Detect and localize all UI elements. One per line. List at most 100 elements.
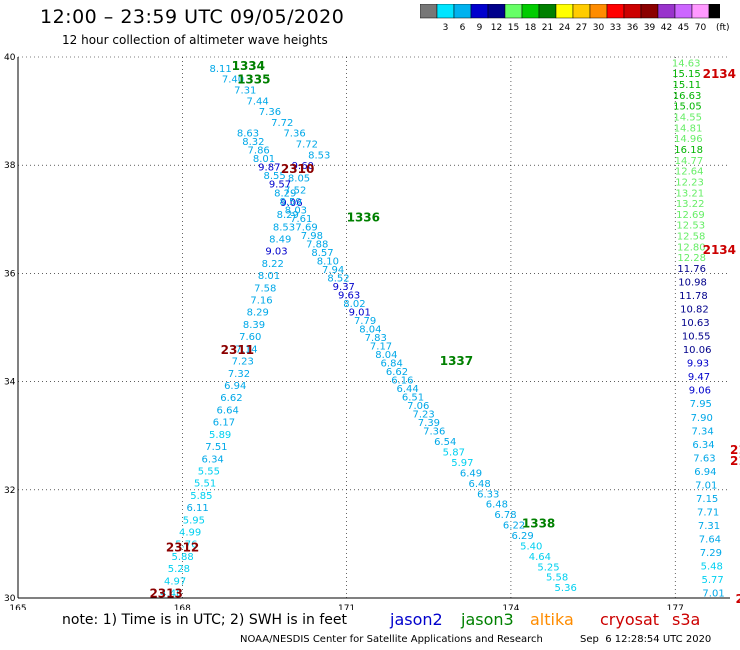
swh-value: 10.55 [682, 332, 711, 343]
swh-value: 12.58 [677, 232, 706, 243]
swh-value: 7.15 [696, 494, 718, 505]
y-tick-label: 38 [4, 161, 16, 171]
swh-value: 11.78 [679, 291, 708, 302]
swh-value: 14.55 [673, 113, 702, 124]
swh-value: 5.55 [198, 466, 220, 477]
swh-value: 7.31 [698, 521, 720, 532]
track-label: 2312 [166, 541, 199, 555]
track-label: 2132 [730, 454, 740, 468]
swh-value: 7.01 [695, 480, 717, 491]
swh-value: 7.36 [283, 129, 305, 140]
swh-value: 5.51 [194, 479, 216, 490]
swh-value: 11.76 [677, 264, 706, 275]
y-tick-label: 36 [4, 269, 16, 279]
track-label: 1336 [347, 211, 380, 225]
swh-value: 8.11 [210, 64, 232, 75]
legend-jason2: jason2 [390, 610, 443, 629]
track-label: 1338 [522, 516, 555, 530]
swh-value: 8.53 [308, 150, 330, 161]
swh-value: 14.81 [674, 123, 703, 134]
swh-value: 5.97 [451, 458, 473, 469]
swh-value: 13.21 [676, 188, 705, 199]
swh-value: 5.85 [190, 491, 212, 502]
swh-value: 7.23 [232, 357, 254, 368]
y-tick-label: 34 [4, 378, 16, 388]
legend-s3a: s3a [672, 610, 700, 629]
swh-value: 7.95 [690, 399, 712, 410]
swh-value: 6.54 [434, 437, 456, 448]
swh-value: 8.39 [243, 320, 265, 331]
swh-value: 7.58 [254, 283, 276, 294]
y-tick-label: 30 [4, 594, 16, 604]
legend-cryosat: cryosat [600, 610, 659, 629]
y-tick-label: 32 [4, 486, 15, 496]
swh-value: 7.63 [693, 453, 715, 464]
legend-jason3: jason3 [461, 610, 514, 629]
swh-value: 12.53 [676, 221, 705, 232]
swh-value: 7.72 [271, 118, 293, 129]
swh-value: 6.48 [486, 500, 508, 511]
swh-value: 7.16 [250, 296, 272, 307]
swh-value: 6.34 [692, 440, 714, 451]
swh-value: 6.48 [468, 479, 490, 490]
swh-value: 5.48 [701, 562, 723, 573]
swh-value: 5.58 [546, 573, 568, 584]
swh-value: 5.40 [520, 541, 542, 552]
swh-value: 12.69 [676, 210, 705, 221]
swh-value: 7.31 [234, 85, 256, 96]
swh-value: 5.95 [183, 515, 205, 526]
swh-value: 7.51 [205, 442, 227, 453]
track-label: 2311 [221, 343, 254, 357]
swh-value: 9.47 [688, 372, 710, 383]
swh-value: 8.49 [269, 234, 291, 245]
swh-value: 7.44 [246, 96, 268, 107]
swh-value: 6.34 [202, 454, 224, 465]
legend-note: note: 1) Time is in UTC; 2) SWH is in fe… [62, 612, 347, 628]
swh-value: 5.77 [702, 575, 724, 586]
swh-value: 7.64 [699, 534, 721, 545]
legend-altika: altika [530, 610, 574, 629]
y-tick-label: 40 [4, 53, 16, 63]
swh-value: 7.71 [697, 507, 719, 518]
swh-value: 10.06 [683, 345, 712, 356]
swh-value: 6.94 [694, 467, 716, 478]
track-label: 2132 [735, 592, 740, 606]
swh-value: 8.01 [258, 271, 280, 282]
swh-value: 7.34 [691, 426, 713, 437]
swh-value: 4.99 [179, 528, 201, 539]
swh-value: 7.29 [700, 548, 722, 559]
swh-value: 15.05 [673, 102, 702, 113]
plot-area: 165 168 171 174 1773032343638404.484.975.285… [0, 0, 740, 610]
track-label: 2313 [149, 587, 182, 601]
swh-value: 9.03 [265, 247, 287, 258]
swh-value: 12.23 [675, 177, 704, 188]
swh-value: 12.80 [677, 242, 706, 253]
swh-value: 16.18 [674, 145, 703, 156]
swh-value: 5.36 [555, 583, 577, 594]
track-label: 2310 [281, 162, 314, 176]
swh-value: 5.89 [209, 430, 231, 441]
swh-value: 7.90 [691, 413, 713, 424]
swh-value: 6.64 [217, 405, 239, 416]
swh-value: 6.29 [512, 531, 534, 542]
swh-value: 16.63 [673, 91, 702, 102]
track-label: 1334 [232, 59, 265, 73]
swh-value: 7.36 [259, 107, 281, 118]
swh-value: 6.94 [224, 381, 246, 392]
swh-value: 5.87 [443, 448, 465, 459]
swh-value: 7.32 [228, 369, 250, 380]
swh-value: 10.63 [681, 318, 710, 329]
swh-value: 15.15 [672, 69, 701, 80]
swh-value: 6.11 [187, 503, 209, 514]
footer-timestamp: Sep 6 12:28:54 UTC 2020 [580, 634, 711, 645]
swh-value: 12.64 [675, 167, 704, 178]
swh-value: 6.78 [494, 510, 516, 521]
swh-value: 10.98 [678, 278, 707, 289]
swh-value: 14.63 [672, 58, 701, 69]
swh-value: 14.77 [675, 156, 704, 167]
swh-value: 4.64 [529, 552, 551, 563]
swh-value: 6.62 [220, 393, 242, 404]
footer-credit: NOAA/NESDIS Center for Satellite Applica… [240, 634, 543, 645]
swh-value: 9.06 [689, 386, 711, 397]
track-label: 1335 [237, 73, 270, 87]
